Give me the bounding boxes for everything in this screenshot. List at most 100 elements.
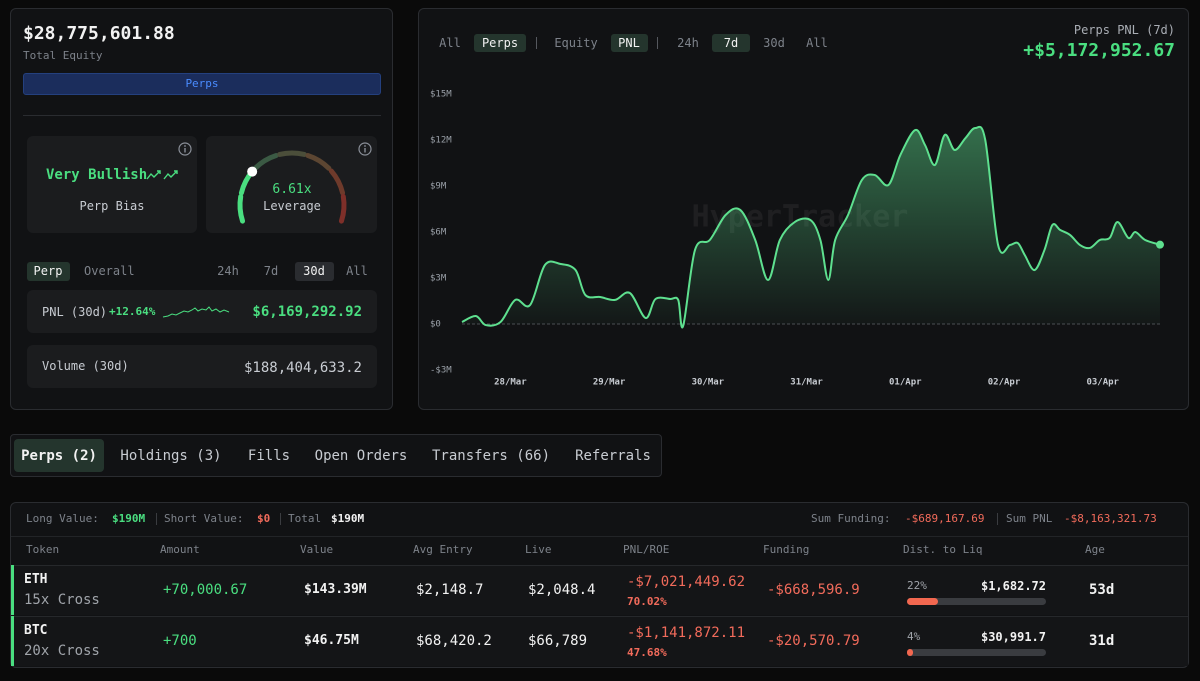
pnl-line [461,125,1161,329]
summary-label: Total [288,512,322,526]
margin-mode: 20x Cross [24,642,100,659]
sparkline [162,306,230,318]
liq-bar-track [907,649,1046,656]
source-tab[interactable]: Perps [481,35,519,50]
token: ETH [24,572,48,588]
liq-bar-fill [907,598,938,605]
y-tick-label: $12M [430,136,452,146]
y-tick-label: $6M [430,228,447,238]
range-tab[interactable]: 24h [217,263,239,278]
total-equity-label: Total Equity [23,49,103,63]
pnl-chart: HyperTracker-$3M$0$3M$6M$9M$12M$15M28/Ma… [430,90,1164,388]
range-tab-active[interactable] [295,262,334,281]
chart-title: Perps PNL (7d) [1073,22,1175,37]
trend-arrow [146,170,161,180]
metric-tab-active[interactable] [611,34,648,52]
trend-icon [146,170,178,180]
total-label: Sum PNL [1006,512,1053,526]
pnl-card [27,290,377,333]
pnl: -$1,141,872.11 [627,624,746,641]
row-accent [11,616,14,666]
gauge-segment [237,193,246,224]
column-header: Dist. to Liq [903,543,983,557]
roe: 70.02% [627,595,667,609]
avg-entry: $68,420.2 [416,632,492,649]
column-header: Funding [763,543,810,557]
position-value: $143.39M [304,582,367,598]
x-tick-label: 01/Apr [889,378,922,388]
y-tick-label: $9M [430,182,447,192]
position-value: $46.75M [304,633,359,649]
live-price: $2,048.4 [528,581,596,598]
section-tab[interactable]: Fills [247,447,291,464]
age: 53d [1089,581,1115,598]
tab-bar [10,434,662,477]
margin-mode: 15x Cross [24,591,100,608]
funding: -$20,570.79 [767,632,860,649]
range-tab[interactable]: 7d [263,263,279,278]
x-tick-label: 29/Mar [593,378,626,388]
source-tab-active[interactable] [474,34,526,52]
x-tick-label: 30/Mar [692,378,725,388]
table-rule [11,536,1188,537]
perps-button-label[interactable]: Perps [185,77,219,91]
separator [23,115,381,116]
summary-label: Short Value: [164,512,244,526]
chart-range-tab-active[interactable] [712,34,750,52]
bias-value: Very Bullish [46,166,148,183]
column-header: Token [26,543,60,557]
section-tab[interactable]: Open Orders [314,447,408,464]
scope-tab[interactable]: Perp [33,263,63,278]
amount: +700 [163,632,197,649]
pnl: -$7,021,449.62 [627,573,746,590]
y-tick-label: -$3M [430,366,452,376]
section-tab[interactable]: Referrals [575,447,651,464]
section-tab[interactable]: Holdings (3) [120,447,222,464]
tab-active[interactable] [14,439,104,472]
info-circle [358,142,372,156]
chart-range-tab[interactable]: 30d [763,35,785,50]
range-tab[interactable]: All [346,263,368,278]
y-tick-label: $0 [430,320,441,330]
dist-to-liq: 4% [907,630,921,644]
trend-arrow-head [174,170,178,174]
column-header: Age [1085,543,1105,557]
funding: -$668,596.9 [767,581,860,598]
scope-tab-active[interactable] [27,262,70,281]
pnl-sparkline [162,306,230,318]
leverage-gauge [237,150,347,224]
section-tab[interactable]: Transfers (66) [431,447,551,464]
info-dot [184,145,186,147]
chart-range-tab[interactable]: All [806,35,828,50]
column-header: Avg Entry [413,543,473,557]
metric-tab[interactable]: Equity [554,35,598,50]
chart-range-tab[interactable]: 7d [723,35,739,50]
gauge-segment [328,168,346,196]
chart-panel [418,8,1189,410]
position-row [11,616,1188,666]
liq-bar-fill [907,649,913,656]
liq-bar-track [907,598,1046,605]
metric-tab[interactable]: PNL [618,35,640,50]
perps-button[interactable] [23,73,381,95]
summary-divider [156,513,157,525]
pnl-area [462,126,1160,328]
position-row [11,565,1188,615]
column-header: PNL/ROE [623,543,670,557]
source-tab[interactable]: All [439,35,461,50]
range-tab[interactable]: 30d [303,263,325,278]
y-tick-label: $15M [430,90,452,100]
token: BTC [24,623,48,639]
row-divider [11,616,1188,617]
scope-tab[interactable]: Overall [84,263,135,278]
section-tab[interactable]: Perps (2) [21,447,97,464]
summary-value: $0 [257,512,271,526]
x-tick-label: 28/Mar [494,378,527,388]
avg-entry: $2,148.7 [416,581,484,598]
last-point [1156,240,1164,249]
chart-range-tab[interactable]: 24h [677,35,699,50]
tab-divider [536,37,537,49]
summary-label: Long Value: [26,512,99,526]
x-tick-label: 02/Apr [988,378,1021,388]
summary-value: $190M [112,512,146,526]
